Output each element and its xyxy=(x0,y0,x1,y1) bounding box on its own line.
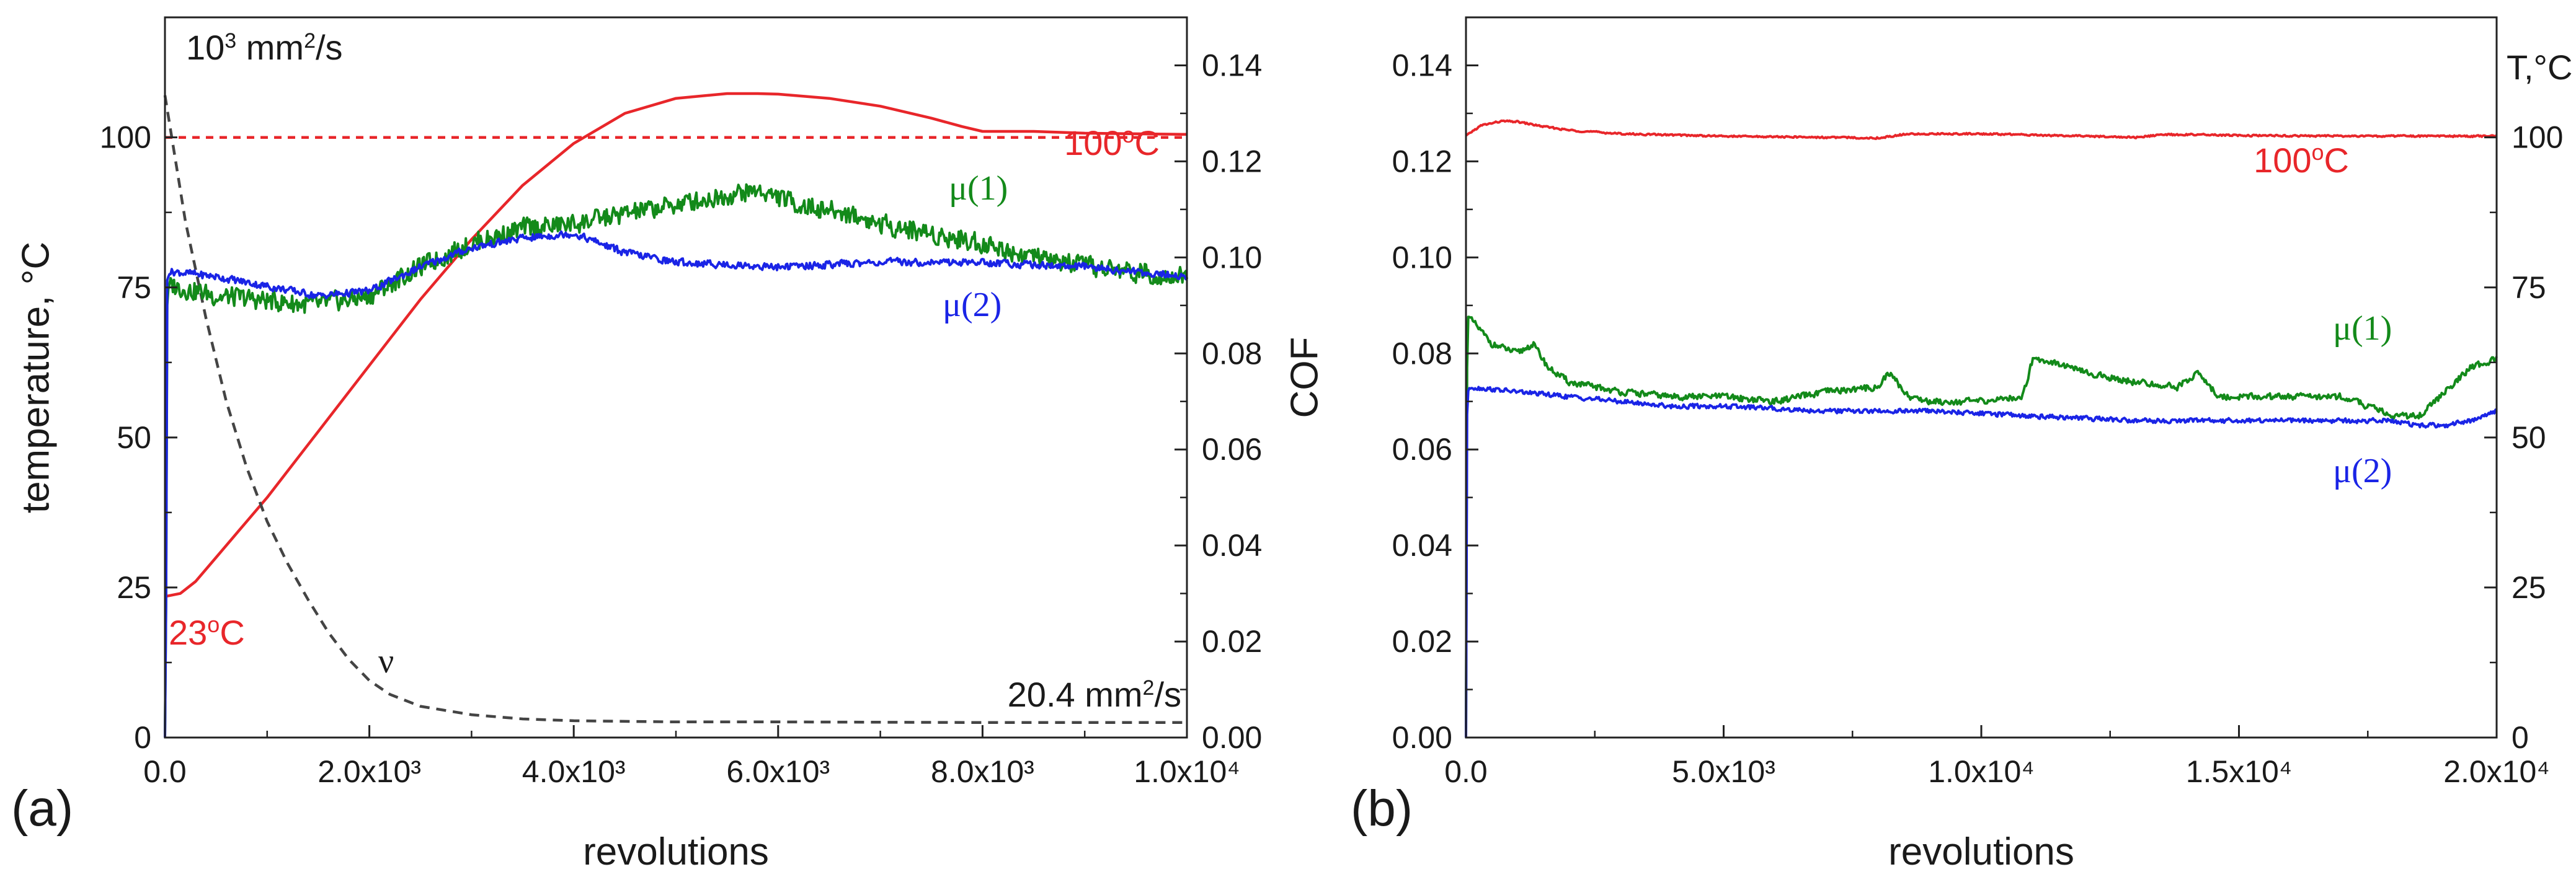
temp-start-annotation: 23oC xyxy=(169,612,245,653)
panel-b-x-tick-label: 1.5x10⁴ xyxy=(2186,754,2293,789)
panel-b-series-temperature xyxy=(1465,119,2498,141)
panel-a-y-left-axis-title: temperature, °C xyxy=(14,242,57,513)
mu2-label: μ(2) xyxy=(943,286,1002,324)
panel-a: 0.0 2.0x10³ 4.0x10³ 6.0x10³ 8.0x10³ 1.0x10⁴ 0… xyxy=(11,16,1326,873)
panel-a-series-mu1 xyxy=(164,183,1188,738)
nu-label: ν xyxy=(378,642,394,681)
panel-b-y-left-tick-label: 0.06 xyxy=(1392,432,1452,467)
panel-a-x-tick-label: 6.0x10³ xyxy=(726,754,830,789)
panel-a-y-right-tick-label: 0.06 xyxy=(1202,432,1262,467)
panel-b: 0.0 5.0x10³ 1.0x10⁴ 1.5x10⁴ 2.0x10⁴ 0.00 0.02… xyxy=(1351,16,2572,873)
panel-a-x-tick-label: 1.0x10⁴ xyxy=(1134,754,1240,789)
panel-a-y-right-tick-label: 0.10 xyxy=(1202,240,1262,275)
panel-b-x-tick-label: 1.0x10⁴ xyxy=(1928,754,2035,789)
panel-b-y-left-tick-label: 0.10 xyxy=(1392,240,1452,275)
panel-b-y-right-tick-label: 50 xyxy=(2512,420,2546,455)
panel-a-y-left-ticks: 0 25 50 75 100 xyxy=(100,120,177,755)
panel-a-plot-frame xyxy=(164,16,1188,739)
panel-a-y-left-tick-label: 0 xyxy=(134,720,151,755)
panel-a-y-left-tick-label: 75 xyxy=(117,270,151,305)
viscosity-end-annotation: 20.4 mm2/s xyxy=(1008,675,1181,714)
panel-b-y-right-tick-label: 100 xyxy=(2512,120,2563,155)
panel-b-y-left-ticks: 0.00 0.02 0.04 0.06 0.08 0.10 0.12 0.14 xyxy=(1392,48,1478,755)
panel-b-y-right-tick-label: 25 xyxy=(2512,570,2546,605)
panel-a-y-left-tick-label: 25 xyxy=(117,570,151,605)
panel-b-y-left-tick-label: 0.02 xyxy=(1392,624,1452,659)
panel-b-y-left-tick-label: 0.14 xyxy=(1392,48,1452,82)
panel-b-x-ticks: 0.0 5.0x10³ 1.0x10⁴ 1.5x10⁴ 2.0x10⁴ xyxy=(1444,725,2550,789)
panel-a-y-right-tick-label: 0.04 xyxy=(1202,528,1262,563)
panel-b-series-mu2 xyxy=(1465,386,2498,738)
panel-b-y-left-tick-label: 0.04 xyxy=(1392,528,1452,563)
panel-a-y-right-ticks: 0.00 0.02 0.04 0.06 0.08 0.10 0.12 0.14 xyxy=(1175,48,1262,755)
panel-b-plot-frame xyxy=(1465,16,2498,739)
viscosity-start-annotation: 103 mm2/s xyxy=(186,28,343,67)
panel-b-y-right-ticks: 0 25 50 75 100 xyxy=(2484,120,2563,755)
panel-a-y-right-tick-label: 0.00 xyxy=(1202,720,1262,755)
panel-a-series-temperature xyxy=(164,92,1188,598)
panel-a-y-left-tick-label: 100 xyxy=(100,120,151,155)
panel-a-y-right-tick-label: 0.14 xyxy=(1202,48,1262,82)
panel-a-y-right-tick-label: 0.02 xyxy=(1202,624,1262,659)
panel-b-x-tick-label: 2.0x10⁴ xyxy=(2443,754,2550,789)
temp-end-annotation: 100oC xyxy=(1064,122,1160,163)
panel-a-series xyxy=(163,92,1188,738)
temp-annotation-b: 100oC xyxy=(2254,139,2349,180)
mu2-label-b: μ(2) xyxy=(2333,452,2392,490)
mu1-label: μ(1) xyxy=(949,169,1008,208)
panel-a-x-tick-label: 0.0 xyxy=(143,754,187,789)
panel-a-y-right-tick-label: 0.12 xyxy=(1202,144,1262,178)
panel-b-series xyxy=(1465,119,2498,738)
panel-b-x-tick-label: 5.0x10³ xyxy=(1672,754,1775,789)
panel-b-x-axis-title: revolutions xyxy=(1888,831,2074,873)
panel-a-x-tick-label: 2.0x10³ xyxy=(318,754,421,789)
panel-b-x-tick-label: 0.0 xyxy=(1444,754,1488,789)
panel-b-y-left-tick-label: 0.00 xyxy=(1392,720,1452,755)
panel-b-y-left-tick-label: 0.12 xyxy=(1392,144,1452,178)
panel-a-x-ticks: 0.0 2.0x10³ 4.0x10³ 6.0x10³ 8.0x10³ 1.0x10⁴ xyxy=(143,725,1240,789)
mu1-label-b: μ(1) xyxy=(2333,309,2392,348)
panel-b-y-right-tick-label: 75 xyxy=(2512,270,2546,305)
panel-b-y-right-tick-label: 0 xyxy=(2512,720,2529,755)
panel-a-y-right-tick-label: 0.08 xyxy=(1202,336,1262,371)
panel-b-series-mu1 xyxy=(1465,315,2498,738)
panel-a-x-tick-label: 8.0x10³ xyxy=(931,754,1034,789)
panel-a-y-left-tick-label: 50 xyxy=(117,420,151,455)
panel-b-label: (b) xyxy=(1351,780,1413,837)
panel-b-y-left-tick-label: 0.08 xyxy=(1392,336,1452,371)
panel-a-x-axis-title: revolutions xyxy=(583,831,769,873)
panel-a-x-tick-label: 4.0x10³ xyxy=(522,754,626,789)
panel-a-label: (a) xyxy=(11,780,73,837)
panel-a-y-right-axis-title: COF xyxy=(1283,337,1326,418)
panel-a-series-viscosity xyxy=(163,95,1187,725)
panel-a-series-mu2 xyxy=(164,230,1188,738)
panel-b-y-right-axis-title: T,°C xyxy=(2507,48,2572,87)
